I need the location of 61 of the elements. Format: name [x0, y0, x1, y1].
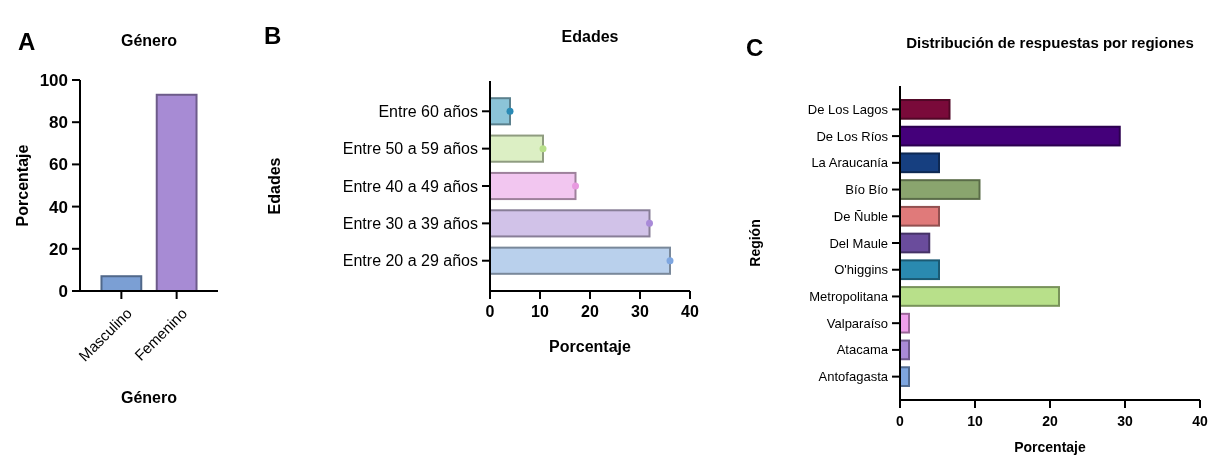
y-axis-title: Región: [747, 219, 763, 267]
y-axis-title: Edades: [266, 157, 283, 215]
chart-title: Edades: [561, 28, 619, 45]
y-tick-label: Atacama: [836, 342, 889, 358]
y-tick-label: Bío Bío: [845, 182, 888, 198]
y-tick-label: La Araucanía: [811, 155, 889, 171]
chart-title: Distribución de respuestas por regiones: [906, 34, 1194, 51]
y-tick-label: De Los Lagos: [807, 101, 889, 117]
bar: [899, 179, 981, 200]
y-tick-label: 100: [39, 70, 68, 90]
bar: [489, 134, 544, 163]
point: [539, 145, 547, 153]
y-tick-label: Entre 20 a 29 años: [342, 252, 478, 270]
text: A: [18, 28, 36, 55]
bar: [899, 205, 940, 227]
y-tick-label: 0: [58, 281, 68, 301]
x-axis-title: Porcentaje: [549, 338, 632, 355]
point: [572, 182, 579, 190]
y-tick-label: Metropolitana: [809, 289, 889, 304]
x-tick-label: 30: [631, 303, 649, 320]
bar: [899, 99, 951, 120]
y-tick-label: Entre 30 a 39 años: [342, 214, 478, 232]
point: [506, 107, 514, 115]
bar: [899, 152, 940, 174]
chart-title: Género: [120, 32, 178, 49]
point: [666, 257, 674, 265]
y-tick-label: Entre 60 años: [378, 102, 478, 120]
y-tick-label: 80: [49, 113, 68, 133]
x-tick-label: 30: [1117, 413, 1133, 429]
text: B: [264, 22, 282, 49]
y-tick-label: 40: [49, 197, 68, 217]
y-tick-label: O'higgins: [834, 262, 889, 278]
x-tick-label: 20: [581, 303, 599, 320]
x-tick-label: 20: [1042, 413, 1058, 429]
x-tick-label: 40: [1192, 413, 1208, 429]
y-tick-label: De Los Ríos: [816, 128, 889, 144]
bar: [489, 171, 577, 201]
bar: [489, 209, 651, 238]
bar: [489, 246, 671, 275]
y-tick-label: Entre 50 a 59 años: [342, 140, 478, 158]
bar: [899, 125, 1121, 147]
y-tick-label: 60: [49, 155, 68, 175]
x-tick-label: 0: [896, 413, 905, 429]
y-tick-label: Entre 40 a 49 años: [342, 177, 478, 195]
x-tick-label: 0: [485, 303, 495, 320]
x-axis-title: Género: [120, 389, 178, 406]
point: [646, 219, 653, 227]
y-tick-label: Del Maule: [829, 235, 888, 251]
y-tick-label: Valparaíso: [826, 315, 888, 331]
y-axis-title: Porcentaje: [14, 144, 31, 227]
text: C: [746, 34, 764, 61]
x-axis-title: Porcentaje: [1014, 439, 1086, 455]
y-tick-label: De Ñuble: [833, 208, 888, 224]
bar: [899, 232, 931, 254]
x-tick-label: 10: [967, 413, 983, 429]
y-tick-label: 20: [49, 239, 68, 259]
bar: [899, 286, 1060, 307]
bar: [899, 259, 940, 281]
x-tick-label: 40: [681, 303, 699, 320]
y-tick-label: Antofagasta: [818, 369, 889, 385]
x-tick-label: 10: [531, 303, 549, 320]
